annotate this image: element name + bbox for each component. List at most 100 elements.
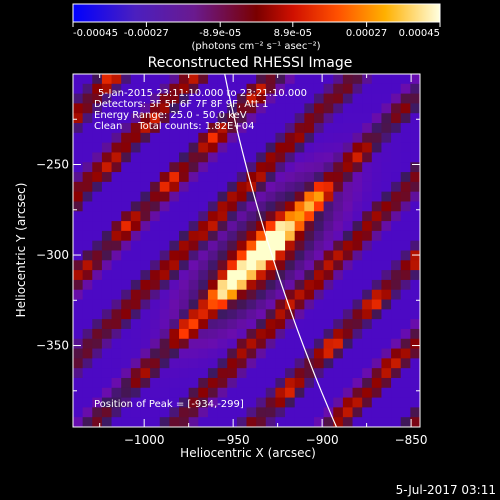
heatmap-cell — [217, 368, 228, 379]
heatmap-cell — [236, 309, 248, 320]
axis-ticks: −1000 −950 −900 −850 −250 −300 −350 — [36, 73, 428, 447]
heatmap-cell — [362, 260, 373, 271]
heatmap-cell — [169, 338, 180, 350]
heatmap-cell — [150, 162, 161, 173]
heatmap-cell — [265, 377, 277, 389]
heatmap-cell — [352, 152, 363, 163]
heatmap-cell — [352, 240, 363, 252]
heatmap-cell — [381, 132, 392, 144]
heatmap-cell — [313, 299, 325, 310]
annotation-detectors: Detectors: 3F 5F 6F 7F 8F 9F, Att 1 — [94, 99, 268, 110]
heatmap-cell — [410, 250, 420, 261]
heatmap-cell — [159, 407, 170, 418]
heatmap-cell — [121, 348, 132, 359]
heatmap-cell — [92, 289, 103, 301]
heatmap-cell — [73, 211, 84, 222]
heatmap-cell — [73, 387, 84, 399]
heatmap-cell — [179, 407, 190, 418]
heatmap-cell — [400, 191, 411, 203]
heatmap-cell — [371, 221, 383, 232]
heatmap-cell — [256, 377, 267, 389]
heatmap-cell — [207, 299, 219, 310]
heatmap-cell — [159, 309, 170, 320]
heatmap-cell — [227, 93, 238, 105]
heatmap-cell — [236, 240, 248, 252]
heatmap-cell — [275, 113, 286, 124]
heatmap-cell — [169, 240, 180, 252]
heatmap-cell — [101, 358, 113, 369]
heatmap-cell — [362, 417, 373, 427]
heatmap-cell — [179, 74, 190, 85]
heatmap-cell — [391, 358, 402, 369]
heatmap-cell — [275, 181, 286, 193]
heatmap-cell — [304, 279, 315, 291]
heatmap-cell — [342, 211, 354, 222]
heatmap-cell — [207, 338, 219, 350]
heatmap-cell — [130, 328, 142, 340]
heatmap-cell — [121, 221, 132, 232]
heatmap-cell — [236, 279, 248, 291]
heatmap-cell — [333, 103, 344, 114]
heatmap-cell — [217, 103, 228, 114]
heatmap-cell — [304, 299, 315, 310]
heatmap-cell — [371, 328, 383, 340]
heatmap-cell — [342, 152, 354, 163]
heatmap-cell — [304, 289, 315, 301]
heatmap-cell — [121, 181, 132, 193]
heatmap-cell — [73, 319, 84, 330]
heatmap-cell — [342, 328, 354, 340]
heatmap-cell — [323, 397, 334, 408]
heatmap-cell — [188, 132, 199, 144]
heatmap-cell — [179, 368, 190, 379]
heatmap-cell — [121, 230, 132, 242]
heatmap-cell — [400, 93, 411, 105]
heatmap-cell — [159, 270, 170, 281]
heatmap-cell — [410, 289, 420, 301]
heatmap-cell — [73, 181, 84, 193]
heatmap-cell — [217, 230, 228, 242]
heatmap-cell — [111, 172, 122, 183]
heatmap-cell — [82, 417, 93, 427]
heatmap-cell — [207, 260, 219, 271]
heatmap-cell — [111, 260, 122, 271]
heatmap-cell — [323, 93, 334, 105]
heatmap-cell — [130, 417, 142, 427]
heatmap-cell — [352, 299, 363, 310]
heatmap-cell — [275, 368, 286, 379]
heatmap-cell — [150, 270, 161, 281]
heatmap-cell — [371, 152, 383, 163]
heatmap-cell — [121, 309, 132, 320]
heatmap-cell — [101, 387, 113, 399]
heatmap-cell — [159, 358, 170, 369]
heatmap-cell — [227, 397, 238, 408]
heatmap-cell — [275, 103, 286, 114]
heatmap-cell — [217, 132, 228, 144]
heatmap-cell — [265, 230, 277, 242]
heatmap-cell — [246, 74, 257, 85]
heatmap-cell — [400, 377, 411, 389]
heatmap-cell — [236, 191, 248, 203]
heatmap-cell — [304, 201, 315, 212]
heatmap-cell — [130, 397, 142, 408]
heatmap-cell — [371, 93, 383, 105]
heatmap-cell — [188, 289, 199, 301]
heatmap-cell — [73, 289, 84, 301]
heatmap-cell — [188, 270, 199, 281]
heatmap-cell — [342, 181, 354, 193]
heatmap-cell — [381, 328, 392, 340]
heatmap-cell — [371, 211, 383, 222]
heatmap-cell — [111, 289, 122, 301]
heatmap-cell — [121, 74, 132, 85]
heatmap-cell — [410, 260, 420, 271]
heatmap-cell — [179, 83, 190, 95]
heatmap-cell — [323, 309, 334, 320]
heatmap-cell — [207, 201, 219, 212]
heatmap-cell — [352, 358, 363, 369]
heatmap-cell — [111, 407, 122, 418]
heatmap-cell — [227, 113, 238, 124]
heatmap-cell — [121, 103, 132, 114]
heatmap-cell — [150, 397, 161, 408]
heatmap-cell — [333, 240, 344, 252]
heatmap-cell — [111, 279, 122, 291]
heatmap-cell — [92, 279, 103, 291]
